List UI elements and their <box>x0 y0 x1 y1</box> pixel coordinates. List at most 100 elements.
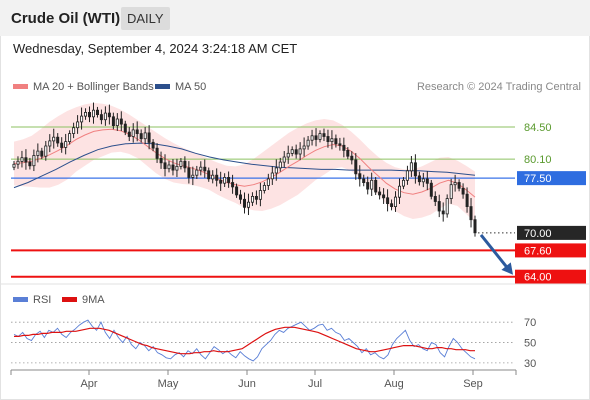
candle <box>155 147 159 159</box>
candle <box>358 173 362 180</box>
rsi-tick-label: 70 <box>524 317 536 329</box>
source-credit: Research © 2024 Trading Central <box>417 81 581 93</box>
candle <box>290 149 294 154</box>
candle <box>123 123 127 133</box>
candle <box>211 174 215 180</box>
forecast-arrow <box>479 233 513 275</box>
candle <box>354 159 358 175</box>
header-bar: Crude Oil (WTI) DAILY <box>0 0 590 36</box>
candle <box>465 193 469 207</box>
candle <box>393 196 397 208</box>
timestamp: Wednesday, September 4, 2024 3:24:18 AM … <box>13 41 298 56</box>
candle <box>350 155 354 161</box>
candle <box>326 136 330 142</box>
candle <box>215 174 219 181</box>
candle <box>445 198 449 215</box>
candle <box>238 194 242 200</box>
rsi-legend-swatch <box>13 297 28 302</box>
candle <box>370 179 374 190</box>
candle <box>175 165 179 171</box>
ma50-line <box>13 142 476 189</box>
candle <box>235 186 239 196</box>
candle <box>203 166 207 172</box>
candle <box>250 195 254 203</box>
candle <box>409 162 413 172</box>
candle <box>421 178 425 183</box>
x-axis-tick-label: Sep <box>463 378 483 390</box>
x-axis-tick-label: Jun <box>238 378 256 390</box>
candle <box>294 149 298 155</box>
candle <box>219 179 223 184</box>
candle <box>390 203 394 207</box>
ma20-legend-label: MA 20 + Bollinger Bands <box>33 81 154 93</box>
candle <box>382 194 386 199</box>
candle <box>270 172 274 180</box>
candle <box>258 190 262 200</box>
rsi-tick-label: 30 <box>524 358 536 370</box>
candle <box>453 182 457 186</box>
x-axis: Apr May Jun Jul Aug Sep <box>10 370 517 390</box>
candle <box>302 145 306 150</box>
candle <box>274 167 278 174</box>
pivot-tag <box>517 171 586 186</box>
candle <box>127 131 131 137</box>
candle <box>131 129 135 137</box>
candle <box>28 161 32 167</box>
candle <box>199 166 203 171</box>
x-axis-tick-label: Aug <box>384 378 404 390</box>
candle <box>254 195 258 200</box>
rsi-legend-label: RSI <box>33 294 51 306</box>
rsi-tick-label: 50 <box>524 338 536 350</box>
timeframe-badge[interactable]: DAILY <box>121 7 170 30</box>
candle <box>135 129 139 134</box>
candle <box>334 138 338 145</box>
candle <box>187 167 191 178</box>
candle <box>115 118 119 126</box>
candle <box>366 182 370 190</box>
candle <box>386 197 390 205</box>
candle <box>306 139 310 147</box>
candle <box>191 174 195 178</box>
candle <box>147 132 151 143</box>
candle <box>99 114 103 121</box>
candle <box>80 115 84 123</box>
candle <box>401 179 405 187</box>
candle <box>163 162 167 170</box>
candle <box>429 182 433 197</box>
candle <box>32 155 36 167</box>
candle <box>139 133 143 140</box>
candle <box>469 206 473 221</box>
candle <box>167 164 171 170</box>
candle <box>374 179 378 193</box>
candle <box>314 135 318 140</box>
rsi-ma-line <box>14 326 475 355</box>
candle <box>88 112 92 118</box>
candle <box>179 160 183 167</box>
last-price-label: 70.00 <box>524 228 552 240</box>
x-axis-tick-label: Apr <box>80 378 97 390</box>
candle <box>48 140 52 147</box>
candle <box>159 157 163 164</box>
candle <box>20 157 24 162</box>
candle <box>425 178 429 184</box>
candle <box>76 121 80 129</box>
candle <box>52 136 56 142</box>
candle <box>207 170 211 180</box>
x-axis-tick-label: May <box>158 378 179 390</box>
candle <box>171 164 175 171</box>
candle <box>60 142 64 148</box>
candle <box>92 109 96 118</box>
candle <box>44 145 48 157</box>
pivot-label: 77.50 <box>524 173 552 185</box>
candle <box>119 118 123 125</box>
resistance-label: 80.10 <box>524 154 552 166</box>
candle <box>282 156 286 163</box>
rsi-panel: 70 50 30 <box>11 317 536 370</box>
rsi-line <box>13 319 476 362</box>
candle <box>262 184 266 191</box>
candle <box>36 150 40 156</box>
candle <box>437 201 441 212</box>
candle <box>298 148 302 155</box>
resistance-label: 84.50 <box>524 122 552 134</box>
candle <box>103 112 107 121</box>
